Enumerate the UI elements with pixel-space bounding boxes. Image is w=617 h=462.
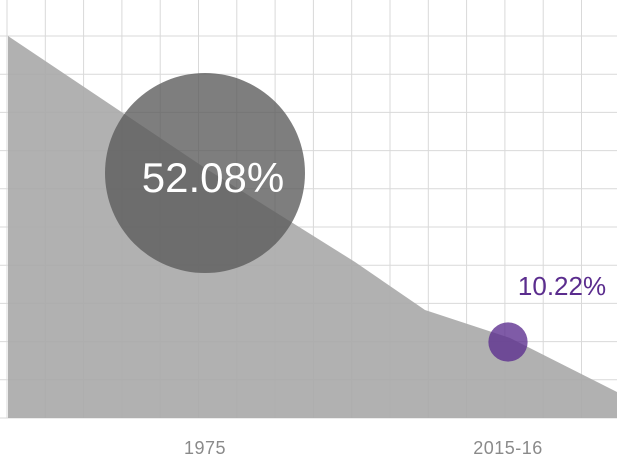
- bubble: [105, 73, 305, 273]
- trend-area: [8, 36, 617, 418]
- bubble: [488, 322, 528, 362]
- x-tick-label: 2015-16: [473, 438, 543, 458]
- value-label: 10.22%: [518, 271, 606, 301]
- value-label: 52.08%: [142, 154, 284, 201]
- x-tick-label: 1975: [184, 438, 226, 458]
